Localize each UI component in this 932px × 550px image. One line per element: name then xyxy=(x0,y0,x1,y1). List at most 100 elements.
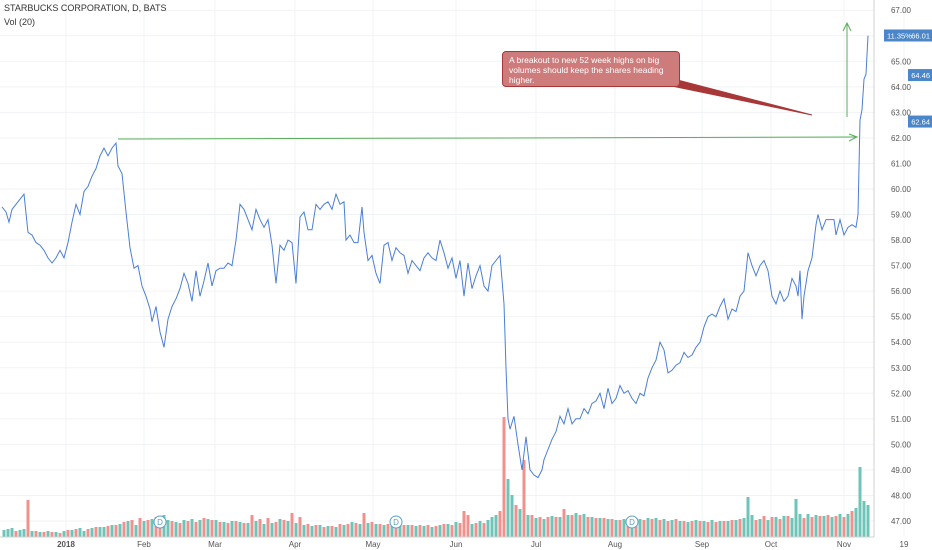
volume-bar xyxy=(622,519,626,537)
dividend-marker-label: D xyxy=(629,518,635,527)
volume-bar xyxy=(798,514,802,537)
volume-bar xyxy=(490,517,494,537)
volume-bar xyxy=(738,519,742,537)
volume-bar xyxy=(422,526,426,537)
volume-bar xyxy=(322,527,326,537)
volume-bar xyxy=(222,522,226,537)
volume-bar xyxy=(698,521,702,537)
price-tick-label: 54.00 xyxy=(891,338,912,347)
volume-bar xyxy=(642,520,646,537)
volume-bar xyxy=(610,519,614,537)
volume-bar xyxy=(178,523,182,537)
volume-bar xyxy=(654,518,658,537)
volume-bar xyxy=(658,520,662,537)
volume-bar xyxy=(574,513,578,537)
volume-bar xyxy=(774,517,778,537)
volume-bar xyxy=(354,523,358,537)
volume-bar xyxy=(350,522,354,537)
volume-bar xyxy=(10,528,14,537)
volume-bar xyxy=(586,517,590,537)
price-series-line xyxy=(1,35,869,479)
volume-bar xyxy=(326,526,330,537)
volume-bar xyxy=(710,520,714,537)
volume-bar xyxy=(662,519,666,537)
price-badge xyxy=(908,115,932,128)
volume-bar xyxy=(842,517,846,537)
volume-bar xyxy=(386,524,390,537)
volume-bar xyxy=(402,525,406,537)
volume-bar xyxy=(714,522,718,537)
dividend-marker-icon[interactable] xyxy=(625,515,639,529)
dividend-marker-icon[interactable] xyxy=(153,515,167,529)
volume-bar xyxy=(590,517,594,537)
volume-bar xyxy=(782,516,786,537)
volume-bar xyxy=(298,517,302,537)
volume-bar xyxy=(550,516,554,537)
price-tick-label: 60.00 xyxy=(891,185,912,194)
volume-bar xyxy=(174,522,178,537)
price-tick-label: 65.00 xyxy=(891,57,912,66)
price-tick-label: 62.00 xyxy=(891,134,912,143)
volume-bar xyxy=(414,526,418,537)
volume-bar xyxy=(818,516,822,537)
annotation-callout[interactable]: A breakout to new 52 week highs on big v… xyxy=(502,51,680,87)
price-axis[interactable]: 67.0066.0065.0064.0063.0062.0061.0060.00… xyxy=(891,6,912,526)
volume-bar xyxy=(22,529,26,537)
volume-bar xyxy=(330,526,334,537)
volume-bar xyxy=(426,525,430,537)
volume-bar xyxy=(170,521,174,537)
volume-bar xyxy=(822,516,826,537)
volume-bar xyxy=(758,519,762,537)
volume-bar xyxy=(438,525,442,537)
volume-bar xyxy=(570,515,574,537)
time-axis[interactable]: 2018 Feb Mar Apr May Jun Jul Aug Sep Oct Nov 19 xyxy=(57,540,909,549)
volume-bar xyxy=(54,532,58,537)
volume-bar xyxy=(110,525,114,537)
volume-indicator-label[interactable]: Vol (20) xyxy=(4,17,36,27)
volume-bar xyxy=(34,531,38,537)
volume-bar xyxy=(562,509,566,537)
volume-bar xyxy=(510,495,514,537)
dividend-marker-label: D xyxy=(393,518,399,527)
time-tick-label: 19 xyxy=(900,540,909,549)
volume-bar xyxy=(390,526,394,537)
volume-bar xyxy=(286,521,290,537)
volume-bar xyxy=(646,518,650,537)
time-tick-label: Jul xyxy=(531,540,541,549)
volume-bar xyxy=(294,523,298,537)
volume-bar xyxy=(866,505,870,537)
volume-bar xyxy=(446,524,450,537)
volume-bar xyxy=(514,505,518,537)
volume-bar xyxy=(486,520,490,537)
volume-bar xyxy=(434,526,438,537)
volume-bar xyxy=(778,519,782,537)
volume-bar xyxy=(62,531,66,537)
volume-bar xyxy=(6,529,10,537)
volume-bar xyxy=(274,522,278,537)
volume-bar xyxy=(246,523,250,537)
volume-bar xyxy=(98,527,102,537)
volume-bar xyxy=(478,521,482,537)
volume-bar xyxy=(450,525,454,537)
volume-bar xyxy=(594,518,598,537)
volume-bar xyxy=(706,522,710,537)
volume-bar xyxy=(202,518,206,537)
volume-bar xyxy=(746,497,750,537)
price-badge-value: 62.64 xyxy=(911,118,930,127)
volume-bar xyxy=(650,519,654,537)
volume-bar xyxy=(558,517,562,537)
volume-bar xyxy=(814,515,818,537)
volume-bar xyxy=(106,526,110,537)
volume-bar xyxy=(90,528,94,537)
volume-bar xyxy=(466,515,470,537)
dividend-marker-icon[interactable] xyxy=(389,515,403,529)
volume-bar xyxy=(134,525,138,537)
volume-bar xyxy=(270,523,274,537)
volume-bar xyxy=(374,524,378,537)
volume-bar xyxy=(218,522,222,537)
volume-bar xyxy=(190,519,194,537)
volume-bar xyxy=(734,520,738,537)
volume-bar xyxy=(210,520,214,537)
